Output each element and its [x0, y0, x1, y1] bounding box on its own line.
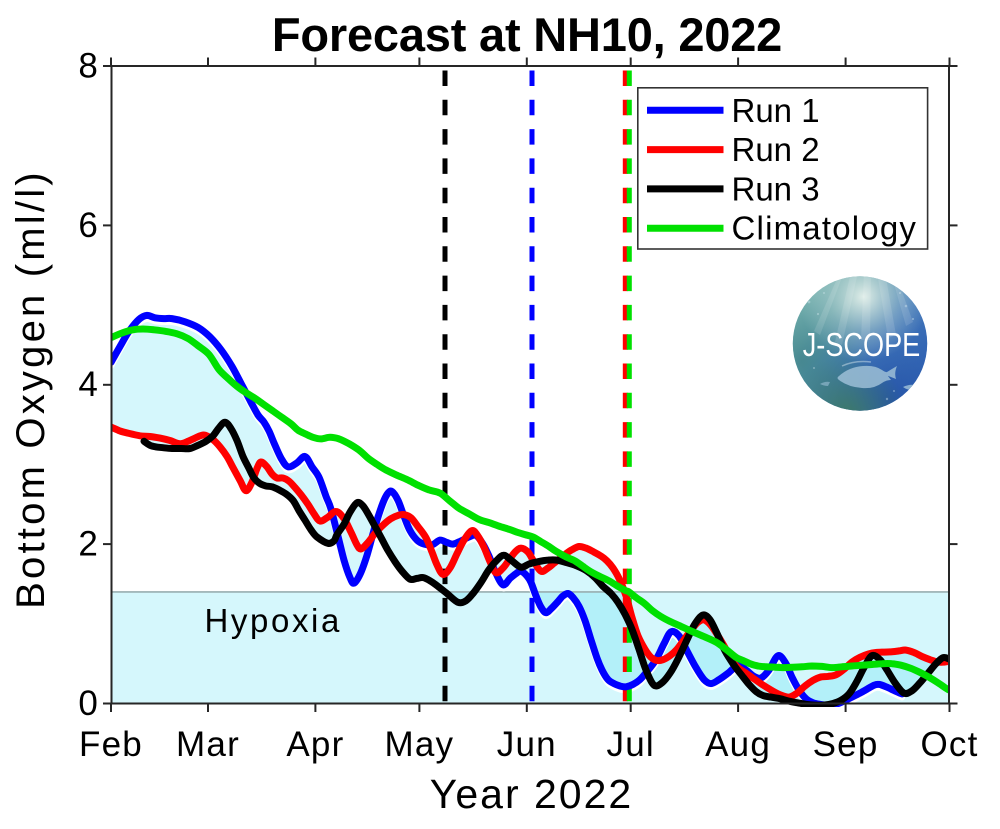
svg-text:Jul: Jul — [607, 725, 655, 764]
svg-text:Climatology: Climatology — [732, 210, 918, 247]
svg-text:Mar: Mar — [176, 725, 240, 764]
svg-text:0: 0 — [78, 684, 99, 723]
svg-text:Run 3: Run 3 — [732, 170, 820, 207]
svg-text:Apr: Apr — [286, 725, 344, 764]
svg-text:Forecast at NH10, 2022: Forecast at NH10, 2022 — [272, 8, 782, 61]
svg-text:May: May — [385, 725, 455, 764]
svg-text:Sep: Sep — [813, 725, 879, 764]
svg-text:Year 2022: Year 2022 — [430, 771, 633, 817]
svg-text:2: 2 — [78, 525, 99, 564]
svg-text:Feb: Feb — [79, 725, 143, 764]
svg-text:Run 1: Run 1 — [732, 92, 820, 129]
svg-text:4: 4 — [78, 365, 99, 404]
svg-text:Aug: Aug — [705, 725, 771, 764]
svg-text:Hypoxia: Hypoxia — [205, 602, 342, 639]
svg-text:8: 8 — [78, 47, 99, 86]
svg-text:Bottom Oxygen (ml/l): Bottom Oxygen (ml/l) — [9, 169, 53, 609]
svg-text:6: 6 — [78, 206, 99, 245]
svg-text:Jun: Jun — [497, 725, 557, 764]
svg-text:J-SCOPE: J-SCOPE — [803, 326, 921, 363]
svg-text:Run 2: Run 2 — [732, 131, 820, 168]
svg-text:Oct: Oct — [920, 725, 978, 764]
